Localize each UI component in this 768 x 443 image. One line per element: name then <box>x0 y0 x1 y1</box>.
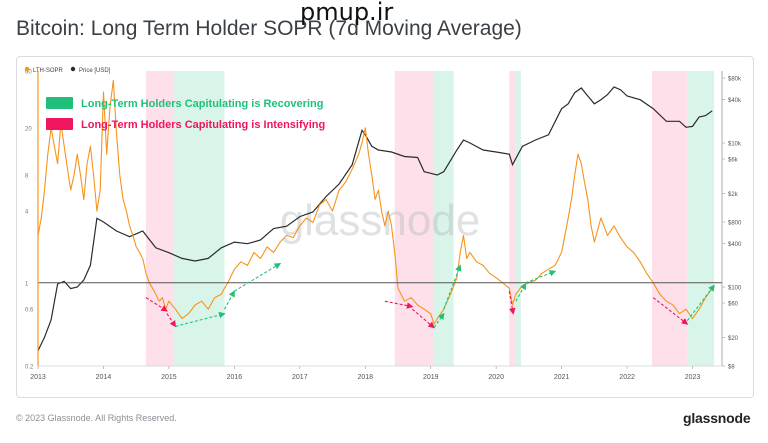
y-right-tick-label: $60 <box>728 301 739 307</box>
y-right-tick-label: $40k <box>728 98 742 104</box>
annotation-legend: Long-Term Holders Capitulating is Recove… <box>46 97 325 131</box>
y-right-tick-label: $400 <box>728 242 742 248</box>
shaded-band-recovering-1 <box>174 71 225 366</box>
axes: 2013 2014 2015 2016 2017 2018 2019 2020 2021 2022… <box>25 70 742 382</box>
y-right-tick-label: $80k <box>728 76 742 82</box>
trend-arrow-recovering-3 <box>224 290 235 310</box>
y-left-tick-label: 0.6 <box>25 308 34 314</box>
trend-arrow-recovering-13 <box>686 284 715 322</box>
trend-arrow-recovering-11 <box>525 270 557 284</box>
shaded-band-intensifying-6 <box>651 71 688 366</box>
trend-arrow-recovering-7 <box>433 312 445 328</box>
y-left-tick-label: 8 <box>25 174 29 180</box>
chart-svg: glassnode 2013 2014 2015 2016 2017 2018 2019 20… <box>24 66 742 382</box>
trend-arrow-recovering-10 <box>515 282 527 302</box>
recovering-annotation: Long-Term Holders Capitulating is Recove… <box>81 98 323 110</box>
y-right-tick-label: $100 <box>728 286 742 292</box>
trend-arrow-recovering-2 <box>175 311 226 327</box>
x-tick-label: 2022 <box>619 374 635 381</box>
trend-arrow-recovering-4 <box>234 262 282 292</box>
shaded-periods <box>146 71 715 366</box>
chart-panel: glassnode 2013 2014 2015 2016 2017 2018 2019 20… <box>16 56 754 398</box>
shaded-band-recovering-3 <box>434 71 454 366</box>
legend: LTH-SOPR Price [USD] <box>24 66 111 74</box>
legend-price-label: Price [USD] <box>79 68 111 74</box>
legend-sopr-label: LTH-SOPR <box>33 68 64 74</box>
trend-arrow-intensifying-12 <box>652 297 689 325</box>
y-left-tick-label: 60 <box>25 70 32 76</box>
watermark-text: pmup.ir <box>300 0 394 26</box>
y-right-tick-label: $10k <box>728 142 742 148</box>
x-tick-label: 2017 <box>292 374 308 381</box>
price-series <box>37 86 713 352</box>
x-tick-label: 2014 <box>96 374 112 381</box>
x-tick-label: 2021 <box>554 374 570 381</box>
x-tick-label: 2019 <box>423 374 439 381</box>
recovering-swatch <box>46 97 73 109</box>
x-tick-label: 2023 <box>685 374 701 381</box>
legend-price-dot <box>70 66 76 72</box>
copyright: © 2023 Glassnode. All Rights Reserved. <box>16 413 177 423</box>
sopr-series <box>37 79 713 325</box>
trend-arrows <box>145 262 715 329</box>
y-right-tick-label: $8 <box>728 365 735 371</box>
shaded-band-intensifying-0 <box>146 71 175 366</box>
shaded-band-recovering-5 <box>515 71 522 366</box>
x-tick-label: 2015 <box>161 374 177 381</box>
legend-sopr-dot <box>24 66 30 72</box>
y-left-tick-label: 1 <box>25 281 29 287</box>
y-right-tick-label: $6k <box>728 157 739 163</box>
trend-arrow-intensifying-9 <box>508 291 516 315</box>
sopr-line <box>37 79 713 325</box>
y-left-tick-label: 20 <box>25 126 32 132</box>
intensifying-swatch <box>46 118 73 130</box>
x-tick-label: 2013 <box>30 374 46 381</box>
shaded-band-recovering-7 <box>687 71 715 366</box>
intensifying-annotation: Long-Term Holders Capitulating is Intens… <box>81 119 325 131</box>
price-line <box>37 86 713 352</box>
x-tick-label: 2016 <box>227 374 243 381</box>
page-title: Bitcoin: Long Term Holder SOPR (7d Movin… <box>16 17 522 40</box>
trend-arrow-intensifying-1 <box>166 313 177 328</box>
y-left-tick-label: 4 <box>25 210 29 216</box>
trend-arrow-recovering-8 <box>443 264 462 310</box>
y-right-tick-label: $20 <box>728 336 739 342</box>
shaded-band-intensifying-2 <box>394 71 434 366</box>
x-tick-label: 2020 <box>488 374 504 381</box>
brand-logo: glassnode <box>683 410 751 426</box>
trend-arrow-intensifying-0 <box>145 297 168 312</box>
x-tick-label: 2018 <box>357 374 373 381</box>
y-right-tick-label: $2k <box>728 192 739 198</box>
y-right-tick-label: $800 <box>728 220 742 226</box>
shaded-band-intensifying-4 <box>509 71 516 366</box>
y-left-tick-label: 0.2 <box>25 365 34 371</box>
